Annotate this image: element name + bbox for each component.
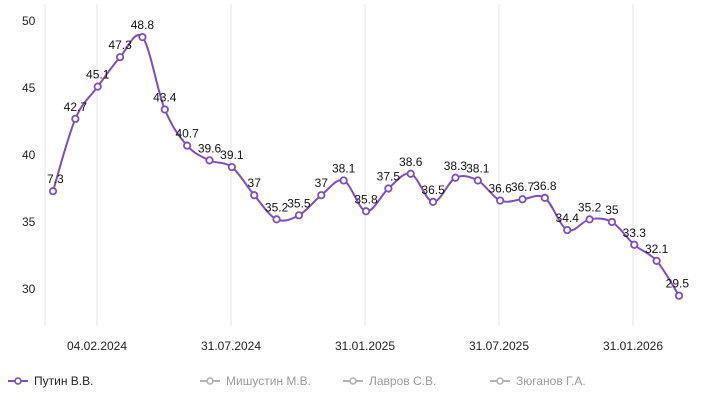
legend-item[interactable]: Путин В.В.	[8, 374, 93, 388]
data-point[interactable]	[630, 240, 639, 249]
data-points	[48, 32, 684, 300]
data-label: 35	[605, 203, 619, 217]
data-label: 34.4	[556, 211, 580, 225]
data-point[interactable]	[451, 173, 460, 182]
x-tick-label: 31.07.2025	[469, 339, 529, 353]
data-point[interactable]	[361, 207, 371, 216]
series-line	[52, 34, 680, 297]
y-tick-label: 35	[22, 215, 36, 229]
data-point[interactable]	[540, 193, 549, 202]
data-label: 38.6	[399, 155, 423, 169]
data-label: 32.1	[645, 242, 669, 256]
data-label: 35.2	[578, 200, 602, 214]
data-label: 35.8	[354, 192, 378, 206]
legend-label: Зюганов Г.А.	[516, 374, 586, 388]
data-label: 36.6	[488, 182, 512, 196]
data-label: 37.5	[377, 170, 401, 184]
data-label: 38.3	[444, 159, 468, 173]
series-line-group	[52, 34, 680, 297]
legend-item[interactable]: Зюганов Г.А.	[490, 374, 586, 388]
x-tick-label: 31.07.2024	[201, 339, 261, 353]
data-point[interactable]	[563, 225, 572, 235]
data-label: 7.3	[47, 172, 64, 186]
y-tick-label: 30	[22, 282, 36, 296]
data-label: 38.1	[332, 161, 356, 175]
data-labels: 7.342.745.147.348.843.440.739.639.13735.…	[47, 18, 689, 291]
data-point[interactable]	[160, 105, 169, 114]
data-label: 42.7	[64, 100, 88, 114]
data-point[interactable]	[652, 256, 661, 265]
legend-marker-icon	[14, 377, 22, 385]
data-point[interactable]	[250, 191, 259, 200]
data-point[interactable]	[272, 215, 281, 224]
data-point[interactable]	[71, 114, 80, 123]
legend-marker-icon	[349, 377, 357, 385]
data-label: 47.3	[108, 38, 132, 52]
data-point[interactable]	[585, 215, 594, 224]
data-point[interactable]	[138, 32, 147, 42]
data-label: 43.4	[153, 90, 177, 104]
data-label: 48.8	[131, 18, 155, 32]
data-label: 36.8	[533, 179, 557, 193]
data-point[interactable]	[607, 217, 617, 227]
data-point[interactable]	[518, 195, 527, 204]
data-point[interactable]	[384, 184, 393, 193]
legend-label: Путин В.В.	[34, 374, 93, 388]
data-point[interactable]	[205, 156, 214, 165]
x-tick-label: 04.02.2024	[67, 339, 127, 353]
data-point[interactable]	[428, 197, 438, 206]
data-point[interactable]	[294, 211, 304, 220]
data-label: 38.1	[466, 161, 490, 175]
data-label: 36.5	[421, 183, 445, 197]
data-point[interactable]	[496, 196, 505, 205]
legend-marker-icon	[496, 377, 504, 385]
data-label: 45.1	[86, 68, 110, 82]
data-label: 33.3	[623, 226, 647, 240]
data-point[interactable]	[317, 191, 326, 200]
legend-label: Мишустин М.В.	[226, 374, 311, 388]
data-label: 39.1	[220, 148, 244, 162]
data-label: 37	[315, 176, 329, 190]
data-label: 35.2	[265, 200, 289, 214]
data-label: 40.7	[175, 127, 199, 141]
y-tick-label: 45	[22, 81, 36, 95]
y-tick-label: 50	[22, 14, 36, 28]
data-label: 37	[248, 176, 262, 190]
data-label: 39.6	[198, 141, 222, 155]
legend-marker-icon	[206, 377, 214, 385]
data-label: 36.7	[511, 180, 535, 194]
y-tick-label: 40	[22, 148, 36, 162]
y-axis: 30 35 40 45 50	[22, 14, 36, 296]
data-point[interactable]	[473, 176, 482, 185]
data-label: 35.5	[287, 196, 311, 210]
data-point[interactable]	[674, 291, 684, 300]
x-tick-label: 31.01.2025	[335, 339, 395, 353]
data-point[interactable]	[339, 176, 348, 185]
legend-label: Лавров С.В.	[369, 374, 436, 388]
data-point[interactable]	[93, 82, 102, 91]
x-axis: 04.02.2024 31.07.2024 31.01.2025 31.07.2025…	[67, 339, 663, 353]
x-tick-label: 31.01.2026	[603, 339, 663, 353]
legend-item[interactable]: Лавров С.В.	[343, 374, 436, 388]
legend: Путин В.В. Мишустин М.В. Лавров С.В. Зюгано…	[8, 374, 586, 388]
data-point[interactable]	[406, 169, 415, 178]
data-point[interactable]	[227, 162, 236, 172]
data-label: 29.5	[666, 277, 690, 291]
data-point[interactable]	[183, 141, 192, 150]
data-point[interactable]	[48, 187, 58, 196]
data-point[interactable]	[115, 53, 125, 62]
legend-item[interactable]: Мишустин М.В.	[200, 374, 311, 388]
